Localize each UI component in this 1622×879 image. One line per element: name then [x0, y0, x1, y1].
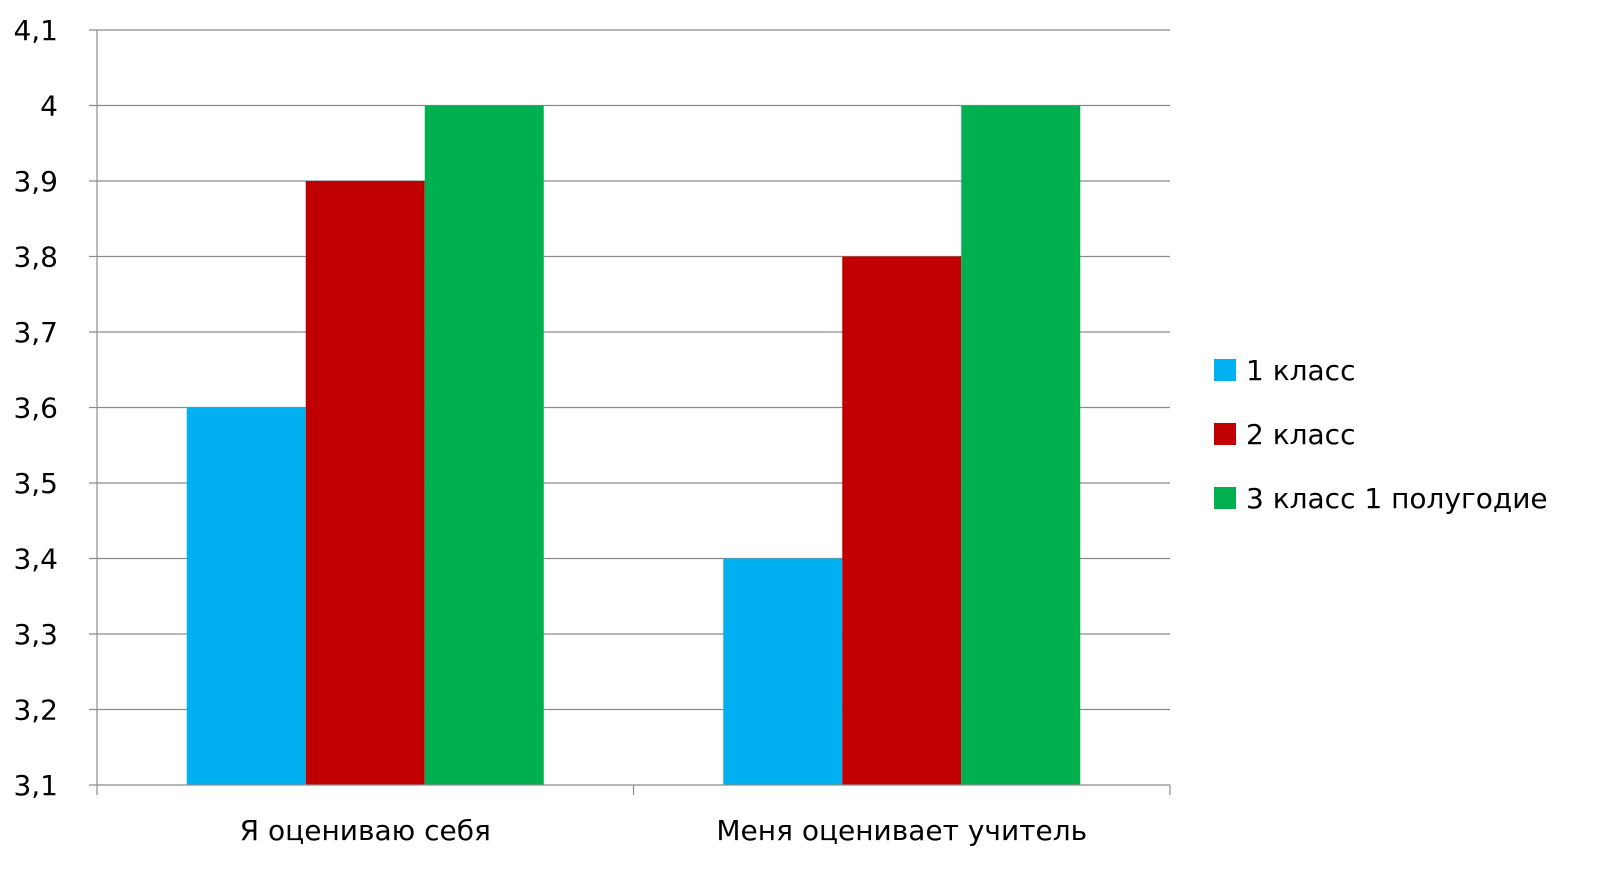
legend: 1 класс 2 класс 3 класс 1 полугодие	[1214, 354, 1548, 515]
y-tick-label: 3,3	[13, 618, 58, 651]
y-tick-label: 4,1	[13, 14, 58, 47]
y-tick-label: 3,8	[13, 241, 58, 274]
legend-swatch	[1214, 487, 1236, 509]
y-tick-labels: 3,1 3,2 3,3 3,4 3,5 3,6 3,7 3,8 3,9 4 4,1	[13, 14, 58, 802]
bar-1-2	[723, 558, 843, 785]
x-category-label: Меня оценивает учитель	[716, 814, 1087, 847]
legend-swatch	[1214, 423, 1236, 445]
bar-1-1	[186, 407, 306, 785]
y-tick-label: 3,7	[13, 316, 58, 349]
y-tick-label: 3,9	[13, 165, 58, 198]
y-tick-label: 3,1	[13, 769, 58, 802]
legend-label: 2 класс	[1246, 418, 1355, 451]
bar-2-1	[305, 181, 425, 785]
bar-3-2	[961, 105, 1081, 785]
y-tick-label: 4	[40, 90, 58, 123]
y-tick-label: 3,6	[13, 392, 58, 425]
y-tick-label: 3,5	[13, 467, 58, 500]
bar-3-1	[424, 105, 544, 785]
x-category-label: Я оцениваю себя	[240, 814, 491, 847]
legend-label: 3 класс 1 полугодие	[1246, 482, 1548, 515]
bars	[186, 105, 1081, 785]
y-tick-label: 3,2	[13, 694, 58, 727]
legend-swatch	[1214, 359, 1236, 381]
legend-label: 1 класс	[1246, 354, 1355, 387]
bar-2-2	[842, 256, 962, 785]
x-category-labels: Я оцениваю себя Меня оценивает учитель	[240, 814, 1087, 847]
axes	[89, 30, 1171, 795]
y-tick-label: 3,4	[13, 543, 58, 576]
